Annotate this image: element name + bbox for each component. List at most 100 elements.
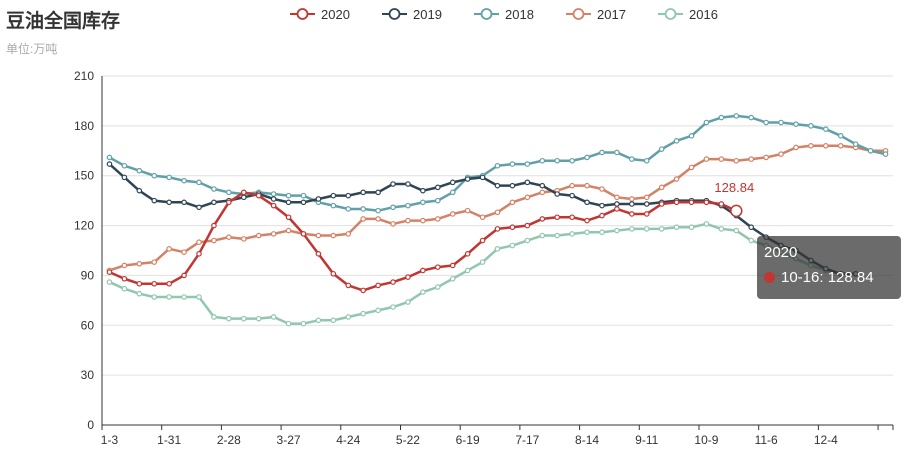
data-point-2019[interactable] [166, 199, 172, 206]
data-point-2018[interactable] [300, 192, 307, 199]
data-point-2016[interactable] [136, 290, 143, 297]
data-point-2018[interactable] [405, 202, 411, 209]
legend-label-2020[interactable]: 2020 [321, 7, 350, 22]
data-point-2018[interactable] [360, 206, 366, 212]
data-point-2017[interactable] [837, 143, 844, 149]
data-point-2016[interactable] [375, 307, 381, 314]
legend-label-2016[interactable]: 2016 [689, 7, 718, 22]
data-point-2020[interactable] [554, 214, 560, 221]
data-point-2018[interactable] [808, 123, 814, 129]
data-point-2017[interactable] [375, 216, 381, 222]
data-point-2019[interactable] [479, 174, 486, 181]
data-point-2019[interactable] [629, 201, 635, 207]
data-point-2018[interactable] [524, 161, 531, 167]
data-point-2018[interactable] [121, 162, 128, 169]
data-point-2020[interactable] [643, 211, 650, 217]
data-point-2018[interactable] [703, 119, 710, 126]
data-point-2019[interactable] [494, 182, 501, 189]
data-point-2018[interactable] [793, 121, 799, 127]
data-point-2017[interactable] [494, 209, 501, 216]
data-point-2019[interactable] [435, 184, 441, 191]
data-point-2016[interactable] [420, 289, 426, 295]
data-point-2020[interactable] [435, 264, 441, 270]
data-point-2017[interactable] [718, 156, 725, 162]
data-point-2019[interactable] [554, 191, 560, 197]
data-point-2020[interactable] [121, 275, 128, 282]
data-point-2019[interactable] [285, 199, 292, 206]
data-point-2018[interactable] [688, 133, 695, 139]
data-point-2017[interactable] [255, 232, 262, 239]
data-point-2016[interactable] [405, 299, 411, 305]
data-point-2018[interactable] [285, 192, 292, 199]
data-point-2018[interactable] [778, 119, 784, 126]
data-point-2017[interactable] [435, 216, 441, 222]
data-point-2016[interactable] [599, 229, 605, 236]
data-point-2017[interactable] [808, 143, 814, 149]
data-point-2020[interactable] [420, 267, 426, 274]
data-point-2016[interactable] [255, 315, 262, 322]
data-point-2016[interactable] [211, 314, 217, 320]
data-point-2020[interactable] [509, 224, 516, 231]
data-point-2016[interactable] [733, 227, 740, 234]
data-point-2020[interactable] [464, 251, 471, 257]
data-point-2016[interactable] [166, 294, 172, 300]
data-point-2019[interactable] [449, 179, 456, 186]
data-point-2019[interactable] [330, 192, 337, 199]
data-point-2020[interactable] [270, 202, 277, 209]
data-point-2020[interactable] [196, 251, 202, 257]
data-point-2020[interactable] [211, 222, 217, 229]
data-point-2016[interactable] [196, 294, 202, 300]
data-point-2019[interactable] [569, 192, 575, 199]
data-point-2019[interactable] [614, 201, 620, 207]
data-point-2017[interactable] [420, 217, 426, 224]
data-point-2016[interactable] [524, 237, 531, 244]
data-point-2017[interactable] [763, 154, 769, 161]
data-point-2016[interactable] [360, 310, 366, 317]
data-point-2019[interactable] [584, 199, 590, 206]
data-point-2016[interactable] [345, 314, 352, 320]
data-point-2017[interactable] [629, 196, 635, 202]
data-point-2016[interactable] [479, 259, 486, 265]
data-point-2018[interactable] [435, 197, 441, 204]
data-point-2016[interactable] [643, 226, 650, 232]
data-point-2017[interactable] [584, 182, 590, 189]
data-point-2016[interactable] [748, 237, 755, 244]
data-point-2020[interactable] [226, 199, 232, 206]
legend-marker-2019[interactable] [388, 8, 401, 20]
data-point-2016[interactable] [449, 275, 456, 282]
data-point-2019[interactable] [211, 199, 217, 206]
data-point-2017[interactable] [136, 260, 143, 267]
data-point-2016[interactable] [509, 242, 516, 249]
data-point-2018[interactable] [330, 202, 337, 209]
data-point-2020[interactable] [569, 214, 575, 221]
data-point-2017[interactable] [539, 189, 546, 196]
data-point-2018[interactable] [718, 114, 725, 121]
data-point-2016[interactable] [614, 227, 620, 234]
data-point-2018[interactable] [569, 157, 575, 164]
data-point-2019[interactable] [420, 187, 426, 194]
legend-marker-2020[interactable] [296, 8, 309, 20]
data-point-2017[interactable] [793, 144, 799, 151]
data-point-2016[interactable] [629, 226, 635, 232]
data-point-2017[interactable] [285, 227, 292, 234]
data-point-2019[interactable] [345, 192, 352, 199]
data-point-2017[interactable] [240, 236, 247, 242]
data-point-2017[interactable] [673, 176, 680, 182]
data-point-2016[interactable] [673, 224, 680, 231]
data-point-2018[interactable] [151, 172, 158, 179]
data-point-2018[interactable] [584, 154, 590, 161]
data-point-2018[interactable] [106, 154, 113, 161]
data-point-2018[interactable] [748, 114, 755, 121]
data-point-2020[interactable] [524, 222, 531, 229]
data-point-2017[interactable] [599, 186, 605, 192]
data-point-2019[interactable] [464, 176, 471, 182]
data-point-2020[interactable] [494, 226, 501, 232]
markpoint-circle[interactable] [730, 204, 743, 218]
data-point-2020[interactable] [106, 269, 113, 275]
data-point-2017[interactable] [688, 164, 695, 171]
data-point-2017[interactable] [823, 143, 829, 149]
data-point-2020[interactable] [599, 212, 605, 219]
data-point-2019[interactable] [136, 187, 143, 194]
data-point-2019[interactable] [300, 199, 307, 206]
data-point-2020[interactable] [255, 192, 262, 199]
